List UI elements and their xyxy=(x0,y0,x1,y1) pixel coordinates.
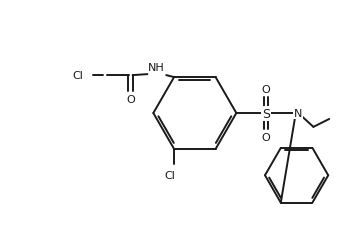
Text: O: O xyxy=(262,85,270,95)
Text: S: S xyxy=(262,107,270,120)
Text: N: N xyxy=(293,109,302,119)
Text: Cl: Cl xyxy=(165,170,175,180)
Text: NH: NH xyxy=(148,63,165,73)
Text: O: O xyxy=(126,94,135,104)
Text: Cl: Cl xyxy=(72,71,83,81)
Text: O: O xyxy=(262,132,270,142)
